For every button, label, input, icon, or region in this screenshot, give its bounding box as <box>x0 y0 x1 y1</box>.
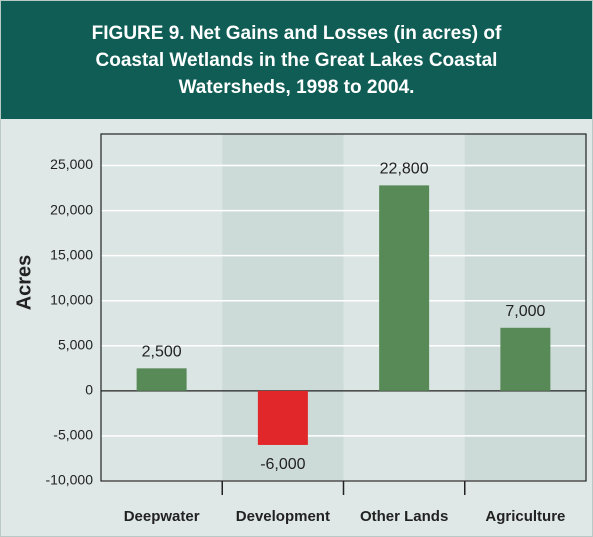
bar <box>500 327 551 391</box>
y-tick-label: 10,000 <box>50 291 93 307</box>
y-tick-label: 5,000 <box>58 337 93 353</box>
y-tick-label: 25,000 <box>50 156 93 172</box>
column-band <box>101 134 223 481</box>
x-tick-label: Agriculture <box>485 508 565 525</box>
value-label: 2,500 <box>142 344 182 361</box>
x-tick-label: Development <box>236 508 330 525</box>
y-tick-label: 15,000 <box>50 246 93 262</box>
column-band <box>464 134 586 481</box>
chart-title: FIGURE 9. Net Gains and Losses (in acres… <box>91 22 502 98</box>
title-banner: FIGURE 9. Net Gains and Losses (in acres… <box>1 1 592 119</box>
x-tick-label: Other Lands <box>360 508 448 525</box>
bar <box>379 185 430 391</box>
y-tick-label: -10,000 <box>46 472 94 488</box>
x-tick-label: Deepwater <box>124 508 200 525</box>
y-tick-label: 0 <box>85 382 93 398</box>
value-label: 22,800 <box>380 161 429 178</box>
value-label: 7,000 <box>505 303 545 320</box>
y-tick-label: -5,000 <box>53 427 93 443</box>
bar <box>136 368 187 391</box>
y-tick-label: 20,000 <box>50 201 93 217</box>
bar <box>257 390 308 445</box>
value-label: -6,000 <box>260 456 305 473</box>
y-axis-label: Acres <box>13 255 35 311</box>
